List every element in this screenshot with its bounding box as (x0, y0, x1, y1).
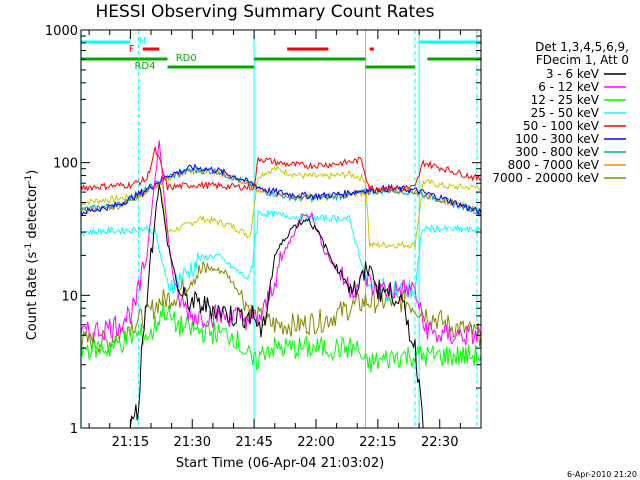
series-line (81, 162, 481, 216)
legend-item-label: 25 - 50 keV (531, 106, 600, 120)
plot-frame (80, 29, 482, 429)
legend-item-label: 7000 - 20000 keV (492, 171, 599, 185)
series-line (81, 165, 481, 218)
flag-label: RD0 (176, 53, 197, 64)
y-tick-label: 1 (70, 422, 78, 437)
timestamp-stamp: 6-Apr-2010 21:20 (567, 470, 637, 479)
legend-header-line-2: FDecim 1, Att 0 (536, 53, 629, 67)
y-tick-label: 100 (53, 157, 78, 172)
flag-label: N (139, 36, 146, 47)
x-tick-label: 21:30 (174, 435, 211, 450)
y-axis-label: Count Rate (s-1 detector-1) (24, 170, 40, 341)
legend-item-label: 12 - 25 keV (531, 93, 600, 107)
x-tick-label: 21:15 (112, 435, 149, 450)
legend-item-label: 6 - 12 keV (538, 80, 600, 94)
legend-item-label: 300 - 800 keV (515, 145, 599, 159)
series-line (129, 184, 481, 428)
series-line (81, 140, 481, 346)
y-axis-label-exponent-1: -1 (24, 243, 34, 252)
plot-area: NF RD0 RD4 1 10 100 1000 21:15 21:30 21:45 22:00 22… (45, 24, 482, 450)
y-axis-label-end: ) (25, 170, 40, 175)
y-axis-label-middle: detector (25, 183, 40, 243)
x-tick-label: 22:00 (297, 435, 334, 450)
series-line (81, 261, 481, 353)
x-tick-label: 22:30 (421, 435, 458, 450)
x-tick-label: 22:15 (359, 435, 396, 450)
legend-item-label: 3 - 6 keV (546, 67, 600, 81)
legend: Det 1,3,4,5,6,9, FDecim 1, Att 0 3 - 6 k… (492, 40, 629, 185)
series-line (81, 208, 481, 303)
flag-label: RD4 (134, 61, 155, 72)
series-line (81, 146, 481, 193)
legend-item-label: 800 - 7000 keV (508, 158, 600, 172)
y-axis-label-start: Count Rate (s (25, 252, 40, 341)
legend-item-label: 50 - 100 keV (523, 119, 600, 133)
y-tick-label: 10 (61, 289, 78, 304)
legend-item-label: 100 - 300 keV (515, 132, 599, 146)
y-tick-label: 1000 (45, 24, 78, 39)
legend-header-line-1: Det 1,3,4,5,6,9, (535, 40, 629, 54)
x-tick-label: 21:45 (235, 435, 272, 450)
y-axis-label-exponent-2: -1 (24, 175, 34, 184)
chart-title: HESSI Observing Summary Count Rates (95, 2, 434, 22)
x-axis-label: Start Time (06-Apr-04 21:03:02) (176, 456, 384, 471)
flag-label: F (129, 44, 135, 55)
series-line (81, 299, 481, 373)
